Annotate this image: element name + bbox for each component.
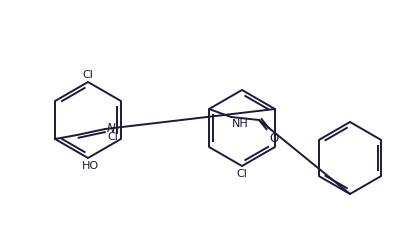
Text: Cl: Cl — [236, 169, 247, 179]
Text: Cl: Cl — [82, 70, 93, 80]
Text: O: O — [268, 132, 277, 145]
Text: N: N — [107, 122, 115, 135]
Text: HO: HO — [81, 161, 98, 171]
Text: Cl: Cl — [107, 132, 117, 142]
Text: NH: NH — [231, 119, 248, 129]
